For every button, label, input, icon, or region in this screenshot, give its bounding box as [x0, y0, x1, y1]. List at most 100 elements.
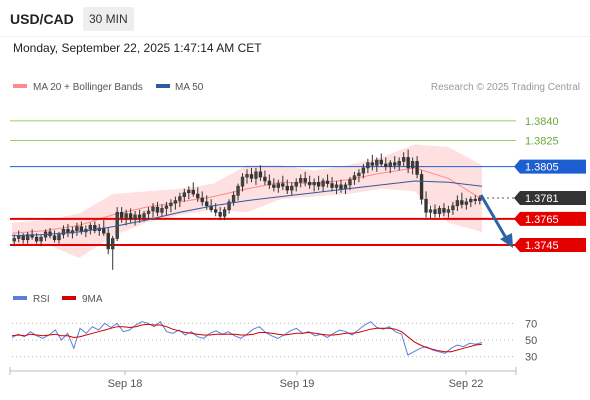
candle [352, 171, 357, 185]
candle-body [272, 184, 276, 188]
candle-body [17, 235, 21, 239]
candle [142, 211, 146, 222]
candle-body [478, 197, 482, 201]
rsi-legend-label: RSI [33, 294, 50, 305]
candle [249, 167, 254, 183]
x-tick-label: Sep 22 [449, 378, 484, 390]
candle [460, 192, 464, 209]
candle [61, 225, 66, 239]
candle [106, 227, 110, 255]
candle [146, 207, 151, 221]
candle [307, 175, 312, 189]
candle [263, 170, 267, 185]
candle [321, 178, 325, 192]
candle [182, 188, 187, 202]
candle [227, 199, 231, 214]
candle [240, 173, 245, 192]
candle [361, 163, 366, 179]
candle [258, 165, 263, 181]
candle-body [316, 181, 321, 187]
candle-body [245, 174, 249, 178]
candle-body [151, 206, 155, 212]
level-tag-1.3765 [514, 211, 586, 226]
candle [191, 182, 195, 197]
candle [455, 195, 460, 212]
level-tag-1.3805 [514, 159, 586, 174]
candle [316, 175, 321, 191]
candle [366, 158, 370, 174]
candle-body [397, 161, 401, 166]
candle [464, 197, 469, 210]
candle-body [191, 189, 195, 195]
candle-body [222, 209, 227, 217]
ma50-legend-label: MA 50 [175, 82, 204, 93]
candle [401, 152, 406, 167]
x-tick-label: Sep 19 [280, 378, 315, 390]
candle [419, 170, 424, 205]
candle [254, 167, 258, 185]
candle-body [218, 212, 222, 217]
candle [133, 211, 137, 226]
candle [330, 177, 334, 192]
candle-body [410, 161, 415, 169]
candle [160, 204, 164, 217]
candle-body [307, 181, 312, 186]
candle-body [61, 228, 66, 235]
level-label-1.3745: 1.3745 [525, 240, 559, 252]
candle-body [290, 185, 294, 191]
ma50-legend-swatch [156, 84, 170, 88]
candle [12, 234, 16, 247]
candle-body [182, 192, 187, 197]
candle [379, 153, 383, 167]
candle [451, 201, 455, 215]
candle-body [357, 172, 361, 177]
rsi-line [11, 320, 483, 356]
candle-body [30, 234, 34, 238]
candle [397, 157, 401, 171]
candle-body [21, 235, 25, 241]
candle-body [433, 209, 437, 214]
candle-body [330, 183, 334, 188]
candle-body [312, 181, 316, 186]
candle-body [12, 238, 16, 242]
candle [218, 207, 222, 221]
candle-body [263, 176, 267, 182]
candle [88, 222, 93, 235]
candle-body [169, 202, 173, 207]
candle-body [446, 209, 451, 213]
candle-body [213, 209, 218, 213]
interval-button[interactable]: 30 MIN [83, 7, 134, 31]
candle [442, 203, 446, 217]
candle-body [321, 180, 325, 187]
rsi-panel: 70 50 30 [11, 318, 537, 364]
candle-body [339, 184, 343, 190]
candle-body [460, 200, 464, 205]
arrow-shaft [479, 194, 508, 239]
rsi-tick-50: 50 [525, 335, 537, 347]
credit-text: Research © 2025 Trading Central [431, 82, 580, 93]
candle-body [393, 162, 397, 166]
candle-body [428, 209, 433, 213]
candle [115, 207, 119, 242]
candle [370, 154, 375, 171]
candle-body [155, 206, 160, 213]
candle-body [267, 180, 272, 186]
rsi-ma-legend-swatch [62, 296, 76, 300]
candle [478, 195, 482, 205]
level-label-1.3825: 1.3825 [525, 135, 559, 147]
candle [294, 178, 298, 192]
rsi-legend-swatch [13, 296, 27, 300]
candle-body [187, 189, 191, 194]
rsi-ma-line [11, 323, 483, 353]
candle-body [406, 157, 410, 169]
level-tag-1.3781 [514, 190, 586, 205]
candle [196, 187, 200, 202]
candle [236, 183, 240, 201]
rsi-tick-70: 70 [525, 318, 537, 330]
candle [375, 157, 379, 172]
candle [290, 182, 294, 196]
candle-body [254, 171, 258, 179]
candle [384, 157, 388, 171]
candle [173, 196, 178, 210]
